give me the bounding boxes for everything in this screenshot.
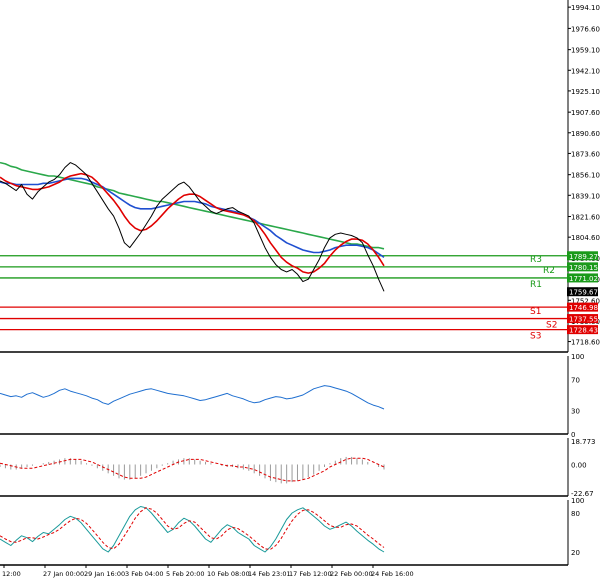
x-axis-label: 3 Feb 04:00 xyxy=(125,570,164,578)
x-axis-label: 10 Feb 08:00 xyxy=(207,570,250,578)
price-series-sma-fast xyxy=(0,172,385,274)
level-name-s2: S2 xyxy=(546,321,557,331)
price-tick-label: 1804.60 xyxy=(571,234,600,242)
price-series-price xyxy=(0,162,385,292)
level-price-tag-r1 xyxy=(567,273,598,283)
level-name-r1: R1 xyxy=(530,280,542,290)
level-name-s3: S3 xyxy=(530,332,541,342)
price-tick-label: 1752.60 xyxy=(571,297,600,305)
stoch-signal-line xyxy=(0,507,385,550)
macd-tick-label: 18.773 xyxy=(571,438,596,446)
price-tick-label: 1839.10 xyxy=(571,192,600,200)
panel-price xyxy=(0,0,568,352)
level-price-label-r2: 1780.15 xyxy=(569,264,598,272)
price-tick-label: 1942.10 xyxy=(571,67,600,75)
level-price-label-r3: 1789.27 xyxy=(569,253,598,261)
x-axis-label: 29 Jan 16:00 xyxy=(84,570,125,578)
level-price-label-r1: 1771.02 xyxy=(569,275,598,283)
level-name-r3: R3 xyxy=(530,255,542,265)
level-price-label-s1: 1746.98 xyxy=(569,304,598,312)
price-tick-label: 1821.60 xyxy=(571,214,600,222)
panel-macd xyxy=(0,438,568,496)
rsi-tick-label: 30 xyxy=(571,408,580,416)
x-axis-label: 22 Feb 00:00 xyxy=(330,570,373,578)
price-tick-label: 1856.10 xyxy=(571,172,600,180)
level-price-tag-r2 xyxy=(567,262,598,272)
level-price-label-s3: 1728.43 xyxy=(569,327,598,335)
price-tick-label: 1959.10 xyxy=(571,47,600,55)
current-price-label: 1759.67 xyxy=(569,289,598,297)
x-axis-label: 17 Feb 12:00 xyxy=(289,570,332,578)
level-price-tag-s2 xyxy=(567,314,598,324)
x-axis-label: 27 Jan 00:00 xyxy=(43,570,84,578)
stoch-main-line xyxy=(0,506,385,553)
rsi-tick-label: 70 xyxy=(571,376,580,384)
level-price-tag-s1 xyxy=(567,302,598,312)
price-tick-label: 1925.10 xyxy=(571,88,600,96)
price-tick-label: 1994.10 xyxy=(571,4,600,12)
macd-tick-label: 0.00 xyxy=(571,461,587,469)
panel-stoch xyxy=(0,500,568,565)
x-axis-label: 12:00 xyxy=(2,570,21,578)
x-axis-label: 14 Feb 23:01 xyxy=(248,570,291,578)
macd-signal-line xyxy=(0,457,385,482)
level-name-r2: R2 xyxy=(543,266,555,276)
level-price-label-s2: 1737.55 xyxy=(569,316,598,324)
stoch-tick-label: 100 xyxy=(571,497,584,505)
price-tick-label: 1718.60 xyxy=(571,339,600,347)
price-tick-label: 1890.60 xyxy=(571,130,600,138)
price-tick-label: 1976.60 xyxy=(571,25,600,33)
stoch-tick-label: 80 xyxy=(571,510,580,518)
level-name-s1: S1 xyxy=(530,307,541,317)
level-price-tag-s3 xyxy=(567,325,598,335)
x-axis-label: 24 Feb 16:00 xyxy=(371,570,414,578)
level-price-tag-r3 xyxy=(567,251,598,261)
rsi-tick-label: 0 xyxy=(571,431,575,439)
x-axis-label: 5 Feb 20:00 xyxy=(166,570,205,578)
current-price-tag xyxy=(567,287,598,297)
price-tick-label: 1873.60 xyxy=(571,150,600,158)
rsi-tick-label: 100 xyxy=(571,353,584,361)
macd-tick-label: -22.67 xyxy=(571,490,594,498)
panel-rsi xyxy=(0,356,568,434)
rsi-series-line xyxy=(0,385,385,410)
price-tick-label: 1907.60 xyxy=(571,109,600,117)
stoch-tick-label: 20 xyxy=(571,549,580,557)
